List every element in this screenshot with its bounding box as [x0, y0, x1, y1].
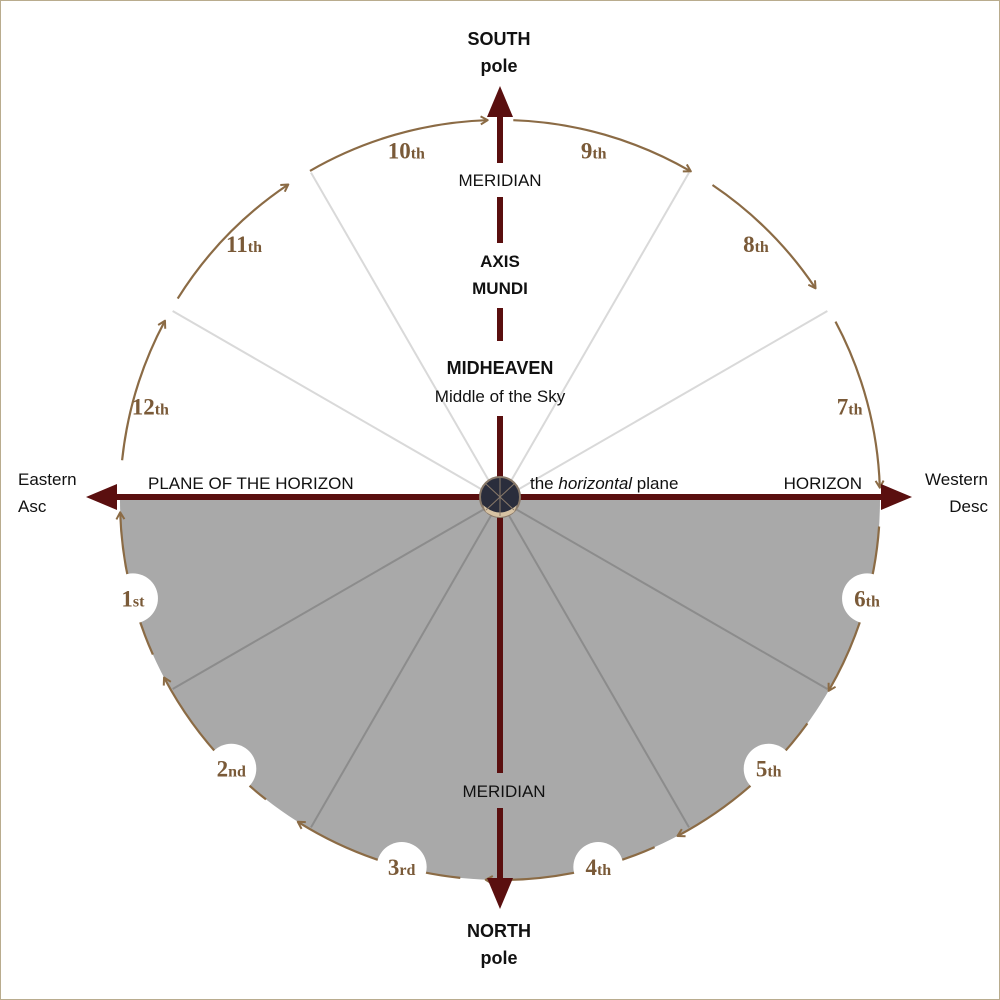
house-label-8: 8th: [743, 232, 769, 257]
house-label-disc: [376, 842, 427, 893]
house-label-disc: [743, 743, 794, 794]
north-arrowhead: [487, 878, 513, 909]
meridian-axis: [487, 86, 513, 909]
house-label-disc: [206, 743, 257, 794]
north-pole-title: NORTH: [467, 921, 531, 941]
house-arc-arrow: [711, 184, 817, 290]
house-label-12: 12th: [132, 394, 169, 419]
house-label-9: 9th: [581, 138, 607, 163]
horizon-label: HORIZON: [784, 474, 862, 493]
house-arc-arrow: [176, 183, 290, 300]
house-label-6: 6th: [854, 586, 880, 611]
axis-mundi-label-2: MUNDI: [472, 279, 528, 298]
house-label-11: 11th: [226, 232, 262, 257]
house-divider-line: [172, 504, 492, 690]
western-label: Western: [925, 470, 988, 489]
axis-mundi-label-1: AXIS: [480, 252, 520, 271]
meridian-lower-label: MERIDIAN: [462, 782, 545, 801]
meridian-upper-label: MERIDIAN: [458, 171, 541, 190]
house-divider-line: [310, 172, 496, 492]
south-pole-title: SOUTH: [468, 29, 531, 49]
south-pole-subtitle: pole: [480, 56, 517, 76]
house-arc-arrow: [676, 722, 809, 838]
house-label-10: 10th: [388, 138, 425, 163]
west-arrowhead: [881, 484, 912, 510]
house-label-disc: [107, 573, 158, 624]
house-arc-arrow: [162, 676, 267, 801]
house-label-1: 1st: [121, 586, 145, 611]
house-label-disc: [842, 573, 893, 624]
house-arc-arrow: [296, 820, 461, 879]
house-label-4: 4th: [585, 855, 611, 880]
house-divider-line: [508, 504, 828, 690]
plane-of-horizon-label: PLANE OF THE HORIZON: [148, 474, 354, 493]
house-divider-line: [310, 508, 496, 828]
house-label-7: 7th: [837, 394, 863, 419]
house-label-5: 5th: [756, 757, 782, 782]
south-arrowhead: [487, 86, 513, 117]
eastern-label: Eastern: [18, 470, 77, 489]
house-label-discs: [107, 573, 893, 893]
horizontal-plane-label: the horizontal plane: [530, 474, 678, 493]
house-arc-arrow: [309, 115, 489, 172]
house-arc-arrow: [834, 321, 885, 489]
earth-globe-icon: [479, 476, 521, 518]
asc-label: Asc: [18, 497, 47, 516]
house-label-2: 2nd: [217, 757, 246, 782]
house-divider-line: [504, 172, 690, 492]
house-divider-line: [172, 310, 492, 496]
house-labels: 1st 2nd 3rd 4th 5th 6th 7th 8th 9th 10th 11th 12th: [121, 138, 880, 880]
house-arc-arrow: [513, 119, 692, 173]
house-arc-arrow: [121, 319, 167, 461]
house-label-3: 3rd: [388, 855, 416, 880]
east-arrowhead: [86, 484, 117, 510]
house-divider-lines: [172, 172, 828, 828]
desc-label: Desc: [949, 497, 988, 516]
midheaven-sublabel: Middle of the Sky: [435, 387, 566, 406]
house-divider-line: [508, 310, 828, 496]
north-pole-subtitle: pole: [480, 948, 517, 968]
midheaven-label: MIDHEAVEN: [447, 358, 554, 378]
house-label-disc: [573, 842, 624, 893]
house-divider-line: [504, 508, 690, 828]
